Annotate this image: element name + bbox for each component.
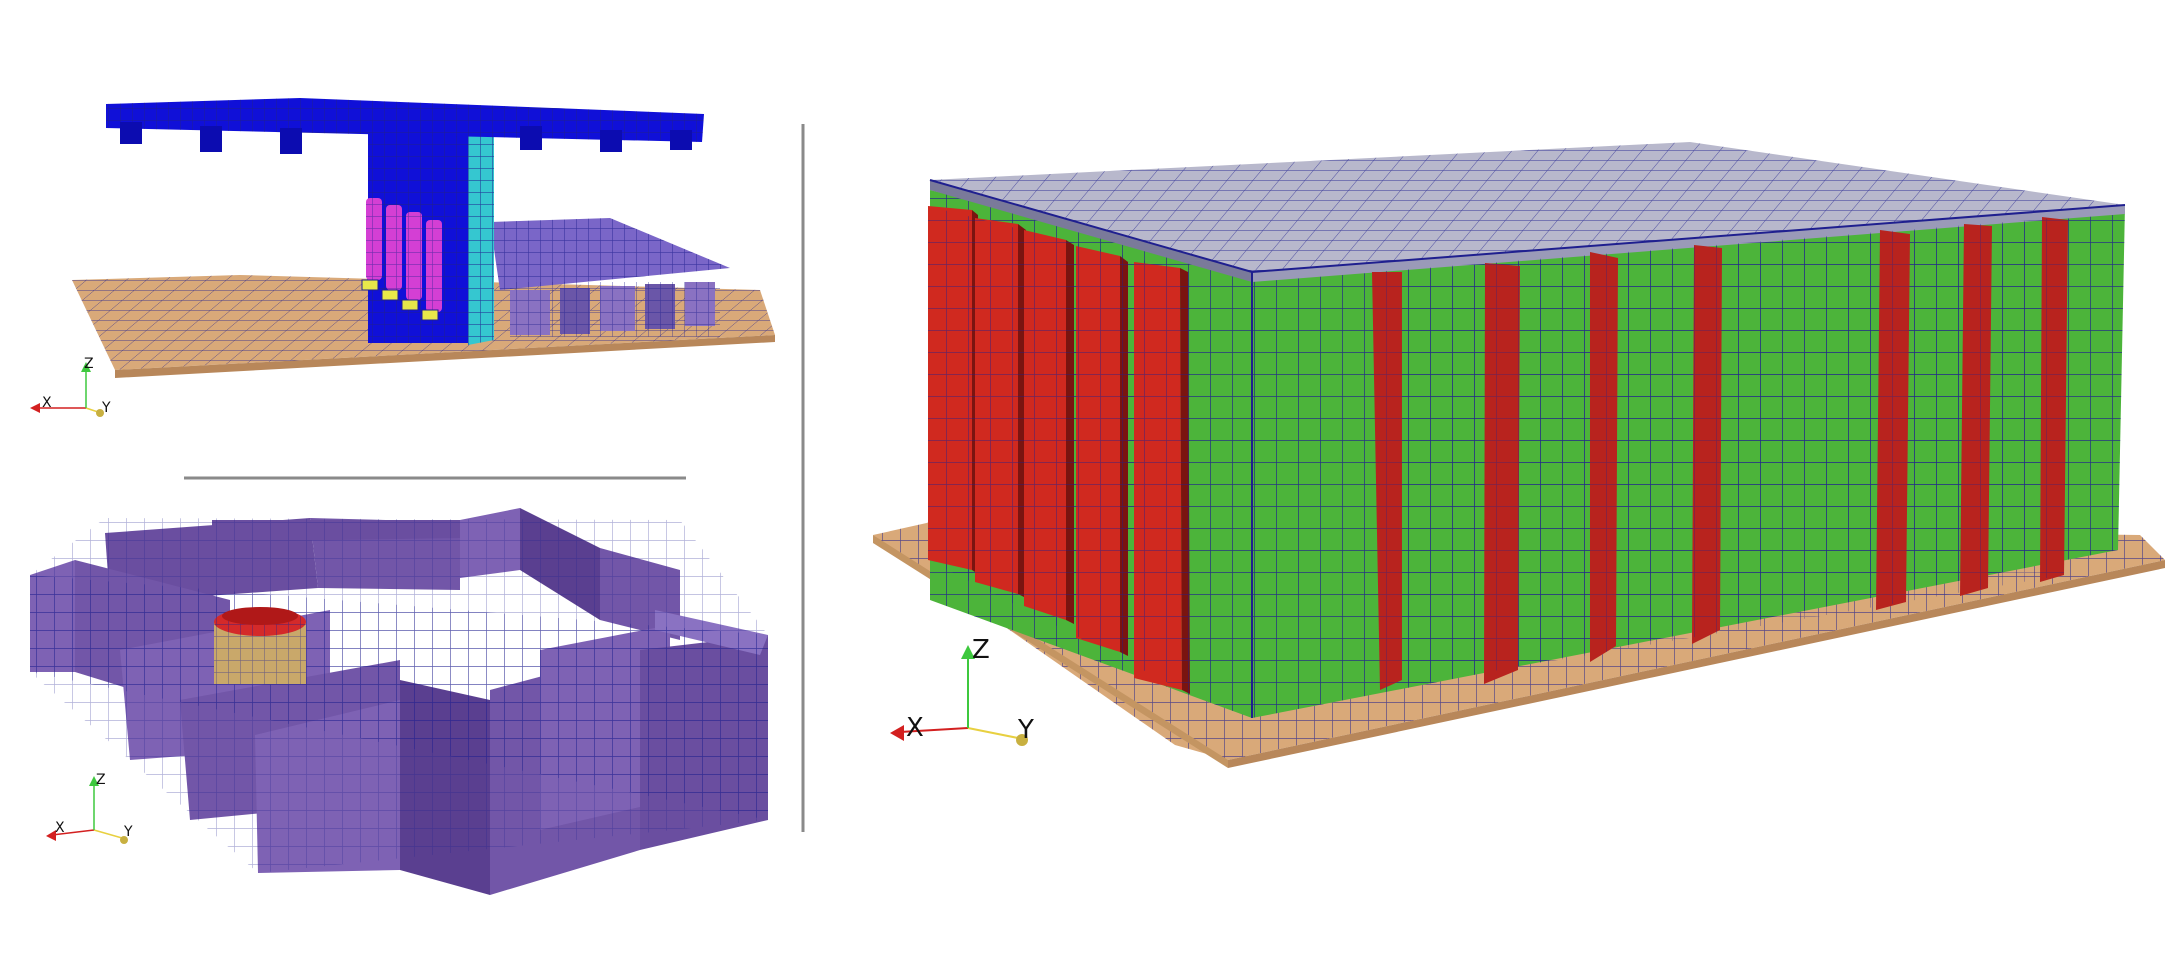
top-left-view: X Y Z [30, 98, 775, 417]
bottom-left-view: X Y Z [30, 508, 768, 895]
tl-y-label: Y [101, 400, 111, 416]
bl-x-label: X [55, 820, 65, 836]
tl-yellow-bases [361, 279, 439, 321]
tl-axis-triad: X Y Z [30, 356, 111, 417]
r-y-label: Y [1017, 715, 1034, 745]
r-front-fins [1372, 217, 2068, 690]
right-view: X Y Z [873, 142, 2165, 768]
r-axis-triad: X Y Z [890, 635, 1034, 746]
bl-cylinder [214, 607, 306, 684]
bl-grid-walls [30, 508, 768, 895]
r-z-label: Z [972, 635, 990, 665]
bl-axis-triad: X Y Z [46, 772, 133, 844]
tl-grid-ribs [120, 122, 692, 154]
bl-y-label: Y [123, 824, 133, 840]
tl-magenta-rods [366, 198, 442, 312]
bl-z-label: Z [96, 772, 106, 788]
tl-plate-supports [510, 282, 720, 337]
r-x-label: X [906, 713, 924, 743]
r-left-fins [928, 206, 1190, 694]
tl-x-label: X [42, 395, 52, 411]
tl-z-label: Z [84, 356, 94, 372]
